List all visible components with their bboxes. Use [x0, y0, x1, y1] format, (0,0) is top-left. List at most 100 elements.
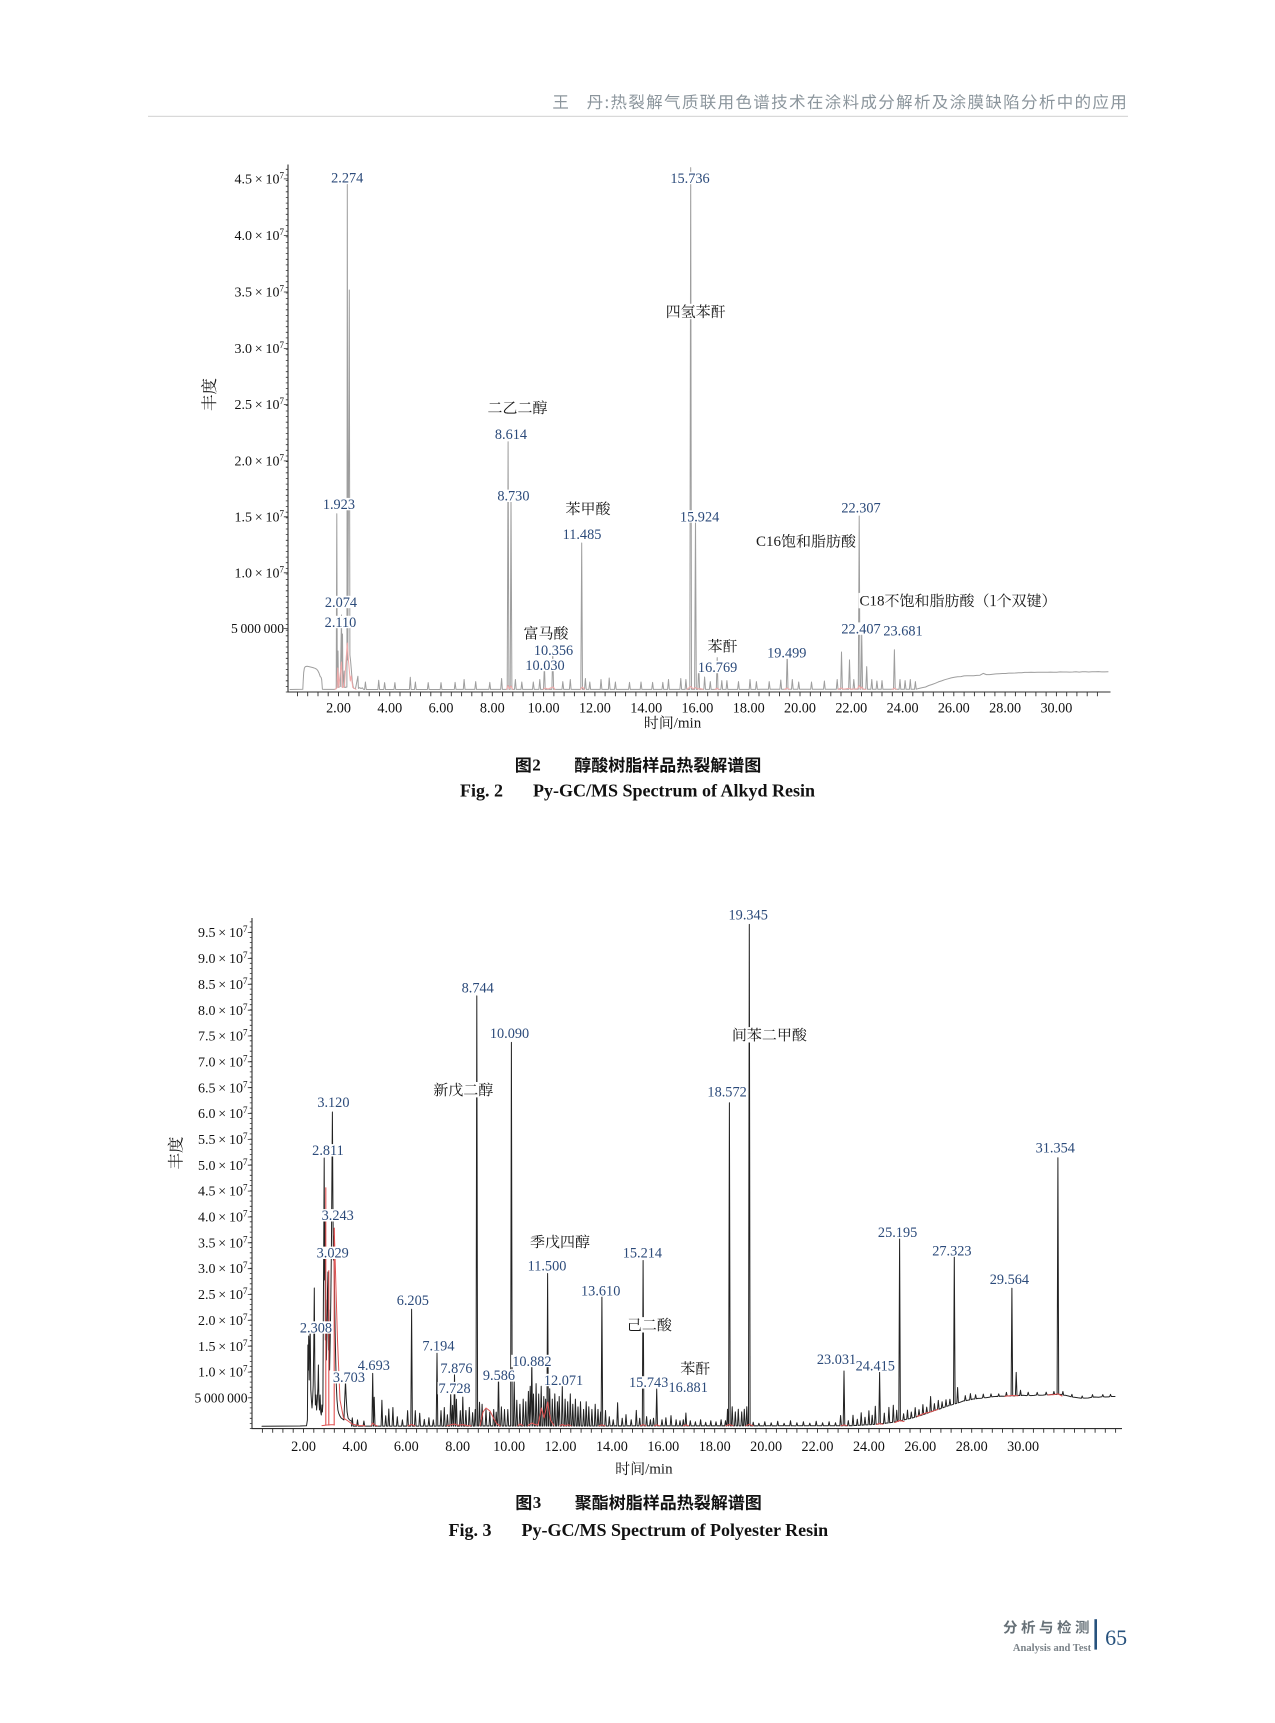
svg-text:3.5 × 107: 3.5 × 107 [198, 1234, 248, 1251]
svg-text:5.0 × 107: 5.0 × 107 [198, 1157, 248, 1174]
svg-text:4.5 × 107: 4.5 × 107 [198, 1183, 248, 1200]
svg-text:20.00: 20.00 [750, 1439, 782, 1455]
svg-text:2.274: 2.274 [331, 171, 363, 187]
svg-text:3.243: 3.243 [322, 1208, 354, 1224]
svg-text:8.00: 8.00 [480, 701, 505, 717]
svg-text:16.00: 16.00 [647, 1439, 679, 1455]
svg-text:15.743: 15.743 [629, 1375, 668, 1391]
svg-text:16.881: 16.881 [669, 1380, 708, 1396]
svg-text:29.564: 29.564 [990, 1272, 1029, 1288]
svg-text:9.5 × 107: 9.5 × 107 [198, 924, 248, 941]
svg-text:7.876: 7.876 [440, 1361, 472, 1377]
svg-text:Fig. 2: Fig. 2 [460, 780, 503, 800]
svg-text:1.0 × 107: 1.0 × 107 [234, 564, 284, 581]
svg-text:15.214: 15.214 [623, 1246, 662, 1262]
svg-text:Analysis and Test: Analysis and Test [1013, 1643, 1092, 1654]
svg-text:9.0 × 107: 9.0 × 107 [198, 950, 248, 967]
svg-text:1.0 × 107: 1.0 × 107 [198, 1364, 248, 1381]
svg-text:22.00: 22.00 [802, 1439, 834, 1455]
svg-text:8.0 × 107: 8.0 × 107 [198, 1002, 248, 1019]
svg-text:24.415: 24.415 [856, 1359, 895, 1375]
svg-text:2.308: 2.308 [300, 1320, 332, 1336]
svg-text:3.029: 3.029 [317, 1246, 349, 1262]
svg-text:26.00: 26.00 [938, 701, 970, 717]
svg-text:27.323: 27.323 [932, 1244, 971, 1260]
svg-text:19.499: 19.499 [767, 646, 806, 662]
svg-text:6.00: 6.00 [394, 1439, 419, 1455]
svg-text:10.882: 10.882 [512, 1354, 551, 1370]
svg-text:6.205: 6.205 [397, 1293, 429, 1309]
svg-text:8.614: 8.614 [495, 427, 527, 443]
svg-text:10.00: 10.00 [493, 1439, 525, 1455]
svg-text:12.071: 12.071 [544, 1373, 583, 1389]
svg-text:4.0 × 107: 4.0 × 107 [198, 1209, 248, 1226]
svg-text:11.485: 11.485 [563, 527, 602, 543]
svg-text:1.923: 1.923 [323, 497, 355, 513]
svg-text:30.00: 30.00 [1040, 701, 1072, 717]
svg-text:14.00: 14.00 [596, 1439, 628, 1455]
svg-text:4.0 × 107: 4.0 × 107 [234, 227, 284, 244]
svg-text:22.307: 22.307 [841, 500, 880, 516]
svg-text:22.00: 22.00 [835, 701, 867, 717]
svg-text:28.00: 28.00 [989, 701, 1021, 717]
svg-text:4.5 × 107: 4.5 × 107 [234, 171, 284, 188]
svg-text:23.681: 23.681 [883, 623, 922, 639]
svg-text:31.354: 31.354 [1036, 1141, 1075, 1157]
svg-text:2.5 × 107: 2.5 × 107 [234, 396, 284, 413]
svg-text:7.0 × 107: 7.0 × 107 [198, 1053, 248, 1070]
svg-text:Py-GC/MS Spectrum of Alkyd Res: Py-GC/MS Spectrum of Alkyd Resin [533, 780, 815, 800]
svg-text:5.5 × 107: 5.5 × 107 [198, 1131, 248, 1148]
svg-text:1.5 × 107: 1.5 × 107 [234, 508, 284, 525]
svg-text:18.572: 18.572 [707, 1085, 746, 1101]
svg-text:Fig. 3: Fig. 3 [449, 1520, 492, 1540]
svg-text:5 000 000: 5 000 000 [231, 621, 284, 636]
svg-text:12.00: 12.00 [579, 701, 611, 717]
svg-text:8.744: 8.744 [462, 980, 494, 996]
svg-text:6.0 × 107: 6.0 × 107 [198, 1105, 248, 1122]
svg-text:8.5 × 107: 8.5 × 107 [198, 976, 248, 993]
svg-text:2.811: 2.811 [312, 1143, 344, 1159]
svg-text:18.00: 18.00 [699, 1439, 731, 1455]
svg-text:8.00: 8.00 [445, 1439, 470, 1455]
svg-text:25.195: 25.195 [878, 1225, 917, 1241]
svg-text:3.0 × 107: 3.0 × 107 [234, 340, 284, 357]
svg-text:7.5 × 107: 7.5 × 107 [198, 1028, 248, 1045]
svg-text:10.356: 10.356 [534, 643, 573, 659]
svg-text:7.728: 7.728 [439, 1381, 471, 1397]
svg-text:Py-GC/MS Spectrum of Polyester: Py-GC/MS Spectrum of Polyester Resin [522, 1520, 829, 1540]
svg-text:22.407: 22.407 [841, 621, 880, 637]
svg-text:65: 65 [1105, 1625, 1127, 1650]
svg-text:2.00: 2.00 [291, 1439, 316, 1455]
svg-text:2.0 × 107: 2.0 × 107 [234, 453, 284, 470]
svg-text:C18: C18 [860, 593, 885, 609]
svg-text:2.110: 2.110 [325, 615, 357, 631]
svg-text:16.00: 16.00 [681, 701, 713, 717]
svg-text:18.00: 18.00 [733, 701, 765, 717]
svg-text:/min: /min [674, 715, 702, 731]
svg-text:2.0 × 107: 2.0 × 107 [198, 1312, 248, 1329]
svg-text:2.00: 2.00 [326, 701, 351, 717]
svg-text:2.5 × 107: 2.5 × 107 [198, 1286, 248, 1303]
svg-text:23.031: 23.031 [817, 1352, 856, 1368]
svg-text:3: 3 [533, 1493, 542, 1512]
svg-text:20.00: 20.00 [784, 701, 816, 717]
svg-text:30.00: 30.00 [1007, 1439, 1039, 1455]
svg-text:19.345: 19.345 [729, 908, 768, 924]
svg-text:/min: /min [645, 1461, 673, 1477]
svg-text:24.00: 24.00 [887, 701, 919, 717]
svg-text:28.00: 28.00 [956, 1439, 988, 1455]
svg-text:8.730: 8.730 [497, 489, 529, 505]
svg-text:15.924: 15.924 [680, 509, 719, 525]
svg-text:3.120: 3.120 [317, 1095, 349, 1111]
svg-text:3.0 × 107: 3.0 × 107 [198, 1260, 248, 1277]
svg-text:14.00: 14.00 [630, 701, 662, 717]
svg-text:11.500: 11.500 [528, 1259, 567, 1275]
svg-text:10.090: 10.090 [490, 1026, 529, 1042]
svg-text:6.5 × 107: 6.5 × 107 [198, 1079, 248, 1096]
svg-text:3.703: 3.703 [333, 1370, 365, 1386]
svg-text:15.736: 15.736 [670, 171, 709, 187]
svg-text:9.586: 9.586 [483, 1368, 515, 1384]
svg-text:26.00: 26.00 [904, 1439, 936, 1455]
svg-text:1.5 × 107: 1.5 × 107 [198, 1338, 248, 1355]
svg-text:3.5 × 107: 3.5 × 107 [234, 284, 284, 301]
